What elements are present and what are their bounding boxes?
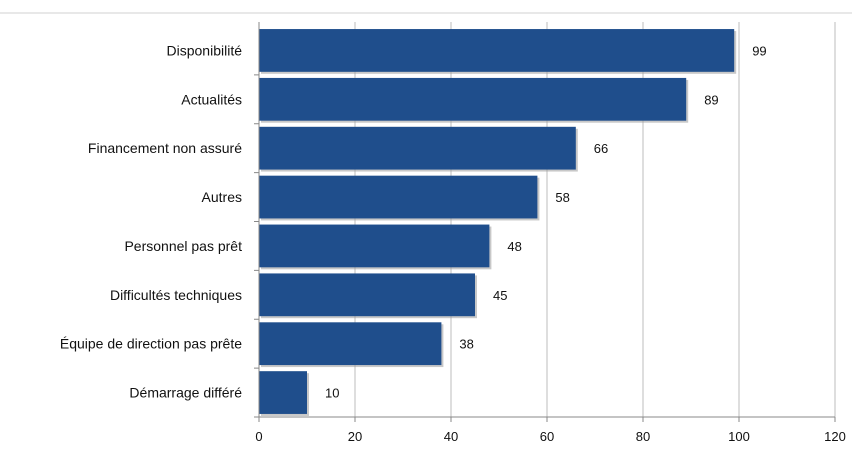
data-label: 99 [752,43,766,58]
bars [259,29,737,416]
data-label: 38 [459,337,473,352]
x-tick-label: 120 [824,429,846,444]
x-tick-label: 40 [444,429,458,444]
x-tick-label: 100 [728,429,750,444]
x-tick-label: 0 [255,429,262,444]
data-label: 48 [507,239,521,254]
category-label: Disponibilité [167,42,243,58]
bar [259,29,735,72]
data-label: 58 [555,190,569,205]
axes [254,22,836,422]
data-label: 66 [594,141,608,156]
category-label: Équipe de direction pas prête [60,336,242,352]
category-label: Actualités [181,91,242,107]
category-label: Difficultés techniques [110,287,242,303]
x-tick-label: 80 [636,429,650,444]
data-label: 10 [325,386,339,401]
data-label: 89 [704,92,718,107]
bar [259,126,576,170]
bar [259,371,307,414]
data-label: 45 [493,288,507,303]
x-tick-label: 20 [348,429,362,444]
category-label: Autres [202,189,242,205]
bar [259,224,490,268]
category-label: Financement non assuré [88,140,242,156]
x-tick-label: 60 [540,429,554,444]
category-label: Personnel pas prêt [124,238,242,254]
bar [259,77,687,121]
bar [259,175,538,219]
category-label: Démarrage différé [129,385,242,401]
labels: 0 20 40 60 80 100 120 Disponibilité 99 Actualités… [60,42,846,444]
bar [259,273,475,317]
bar [259,322,442,366]
